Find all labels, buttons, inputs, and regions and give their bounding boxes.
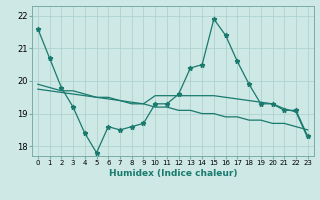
X-axis label: Humidex (Indice chaleur): Humidex (Indice chaleur) bbox=[108, 169, 237, 178]
